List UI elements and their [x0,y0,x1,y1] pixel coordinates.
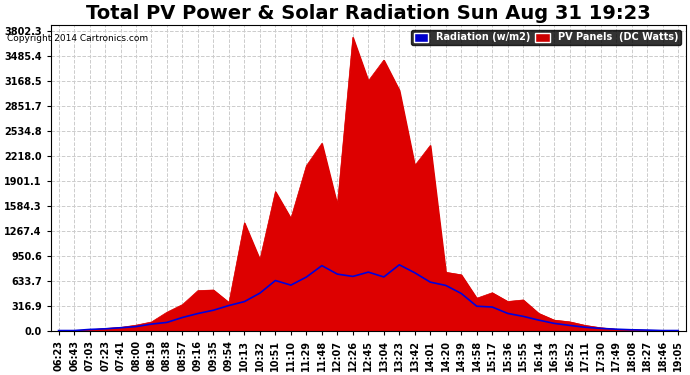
Title: Total PV Power & Solar Radiation Sun Aug 31 19:23: Total PV Power & Solar Radiation Sun Aug… [86,4,651,23]
Legend: Radiation (w/m2), PV Panels  (DC Watts): Radiation (w/m2), PV Panels (DC Watts) [411,30,681,45]
Text: Copyright 2014 Cartronics.com: Copyright 2014 Cartronics.com [7,34,148,43]
